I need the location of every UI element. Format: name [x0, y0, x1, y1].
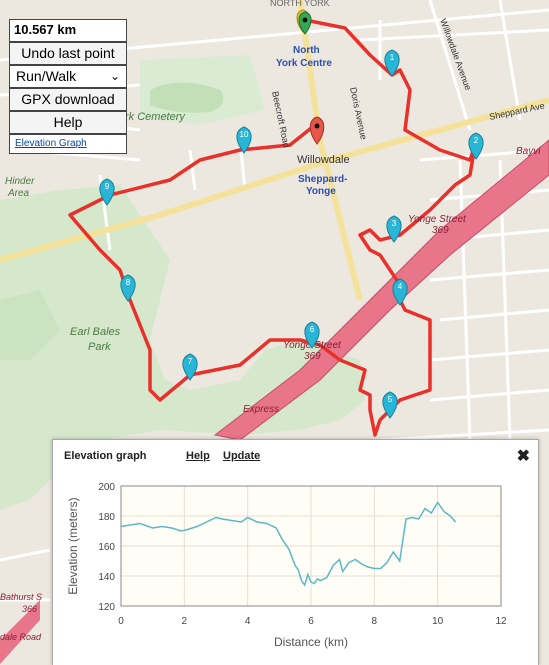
- route-marker-label: 10: [240, 130, 249, 139]
- label-express: Express: [243, 404, 279, 415]
- route-marker-label: 5: [388, 395, 393, 404]
- highway-left: [0, 600, 40, 664]
- route-marker-label: 7: [188, 357, 193, 366]
- elevation-graph-link[interactable]: Elevation Graph: [15, 138, 87, 149]
- label-willowdale: Willowdale: [297, 154, 350, 166]
- label-yonge-369-bot-2: 369: [304, 351, 321, 362]
- label-bayview: Bayvi: [516, 146, 541, 157]
- label-sheppard-yonge-1: Sheppard-: [298, 174, 347, 185]
- help-button[interactable]: Help: [9, 111, 127, 134]
- close-icon[interactable]: ✖: [516, 448, 530, 465]
- x-axis-label: Distance (km): [274, 635, 348, 649]
- label-yonge-369-top-1: Yonge Street: [408, 214, 467, 225]
- elevation-update-link[interactable]: Update: [223, 450, 261, 462]
- route-marker-8[interactable]: 8: [120, 274, 136, 302]
- route-marker-label: 3: [392, 219, 397, 228]
- label-yonge-369-top-2: 369: [432, 225, 449, 236]
- y-tick-label: 120: [98, 602, 115, 613]
- start-marker-icon[interactable]: [296, 9, 312, 35]
- route-marker-3[interactable]: 3: [386, 215, 402, 243]
- x-tick-label: 10: [432, 616, 444, 627]
- x-tick-label: 6: [308, 616, 314, 627]
- elevation-graph-link-box: Elevation Graph: [9, 134, 127, 154]
- x-tick-label: 2: [182, 616, 188, 627]
- chevron-down-icon: ⌄: [109, 69, 120, 83]
- route-marker-label: 6: [310, 325, 315, 334]
- elevation-series-line: [120, 501, 457, 587]
- label-earl-bales-1: Earl Bales: [70, 326, 121, 338]
- route-marker-4[interactable]: 4: [392, 278, 408, 306]
- label-bathurst-1: Bathurst S: [0, 592, 42, 602]
- label-north-york-centre-1: North: [293, 45, 320, 56]
- elevation-help-link[interactable]: Help: [186, 450, 210, 462]
- label-north-york-centre-2: York Centre: [276, 58, 332, 69]
- distance-display: 10.567 km: [9, 19, 127, 42]
- undo-last-point-button[interactable]: Undo last point: [9, 42, 127, 65]
- y-tick-label: 140: [98, 572, 115, 583]
- route-markers: 1 2 3 4 5 6 7 8 9 10: [99, 49, 484, 419]
- elevation-panel-title: Elevation graph: [64, 450, 147, 462]
- label-dale-road: dale Road: [0, 632, 42, 642]
- gpx-download-button[interactable]: GPX download: [9, 88, 127, 111]
- elevation-chart: 120 140 160 180 200 0 2 4 6 8 10 12 Distance (km) Ele…: [66, 482, 507, 649]
- label-hinder-2: Area: [7, 188, 30, 199]
- mode-select-value: Run/Walk: [16, 68, 77, 84]
- route-marker-label: 4: [398, 282, 403, 291]
- plot-frame: [120, 485, 502, 607]
- elevation-graph-panel: Elevation graph Help Update ✖ 120 140 160 1…: [52, 439, 539, 665]
- route-marker-label: 8: [126, 278, 131, 287]
- label-cemetery: rk Cemetery: [125, 111, 186, 123]
- route-marker-label: 1: [390, 53, 395, 62]
- label-earl-bales-2: Park: [88, 341, 111, 353]
- label-hinder-1: Hinder: [5, 176, 35, 187]
- x-tick-label: 0: [118, 616, 124, 627]
- route-marker-1[interactable]: 1: [384, 49, 400, 77]
- x-tick-label: 4: [245, 616, 251, 627]
- route-marker-7[interactable]: 7: [182, 353, 198, 381]
- mode-select[interactable]: Run/Walk ⌄: [9, 65, 127, 88]
- end-marker-icon[interactable]: [309, 116, 325, 145]
- park-areas: [0, 55, 365, 510]
- route-marker-10[interactable]: 10: [236, 126, 252, 154]
- x-tick-label: 8: [372, 616, 378, 627]
- route-marker-label: 9: [105, 182, 110, 191]
- label-north-york-top: NORTH YORK: [270, 0, 330, 8]
- route-marker-6[interactable]: 6: [304, 321, 320, 349]
- y-tick-label: 180: [98, 512, 115, 523]
- route-marker-2[interactable]: 2: [468, 132, 484, 160]
- major-roads: [0, 0, 549, 301]
- highway-401: [213, 139, 549, 441]
- label-bathurst-2: 366: [22, 604, 37, 614]
- route-marker-9[interactable]: 9: [99, 178, 115, 206]
- y-tick-label: 200: [98, 482, 115, 493]
- elevation-panel-header: Elevation graph Help Update ✖: [53, 440, 538, 470]
- label-sheppard-yonge-2: Yonge: [306, 186, 336, 197]
- route-marker-5[interactable]: 5: [382, 391, 398, 419]
- y-axis-label: Elevation (meters): [66, 497, 80, 594]
- route-marker-label: 2: [474, 136, 479, 145]
- x-tick-label: 12: [495, 616, 507, 627]
- y-tick-label: 160: [98, 542, 115, 553]
